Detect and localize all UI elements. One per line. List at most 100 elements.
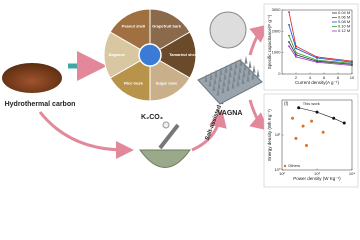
arrow [248, 99, 269, 131]
panel-label: (f) [284, 101, 289, 106]
spike [229, 62, 233, 71]
y-tick-label: 2000 [272, 28, 282, 33]
y-axis-label: Energy density (Wh Kg⁻¹) [267, 109, 272, 161]
spike [217, 80, 221, 89]
vagna-label: VAGNA [218, 110, 243, 117]
point [342, 121, 346, 125]
legend-label: 0.04 M [338, 10, 350, 15]
point [316, 59, 318, 62]
y-tick-label: 1000 [272, 50, 282, 55]
vagna-spikes [204, 55, 260, 96]
point [288, 11, 290, 14]
biomass-label: Grapefruit bark [152, 23, 182, 28]
biomass-wedge [149, 54, 191, 102]
spike [251, 71, 255, 80]
y-tick-label: 0 [278, 71, 281, 76]
x-axis-label: Current density(A g⁻¹) [295, 80, 339, 85]
legend-swatch [283, 164, 287, 168]
spike [204, 74, 208, 82]
point [295, 47, 297, 50]
point [297, 106, 301, 110]
spike [246, 73, 250, 82]
spike [241, 76, 245, 84]
series-line [288, 35, 353, 64]
salt [162, 121, 170, 129]
spike [209, 71, 213, 80]
spike [242, 69, 246, 78]
spike [227, 76, 231, 85]
spike [213, 76, 217, 85]
x-tick-label: 6 [323, 75, 326, 80]
spike [239, 57, 243, 66]
point [295, 51, 297, 54]
spike [236, 78, 240, 87]
y-tick-label: 3000 [272, 7, 282, 12]
arrow [38, 111, 134, 159]
spike [223, 71, 227, 80]
spike [231, 80, 235, 89]
point [351, 62, 353, 65]
x-tick-label: 10³ [314, 171, 320, 176]
point [310, 119, 314, 123]
biomass-label: Peanut shell [122, 23, 146, 28]
point [295, 53, 297, 56]
spike [237, 71, 241, 80]
series-line [288, 41, 353, 65]
biomass-label: Bagasse [109, 52, 126, 57]
point [288, 24, 290, 26]
point [316, 57, 318, 59]
spike [221, 85, 225, 94]
k2co3-label: K₂CO₃ [141, 114, 163, 121]
point [288, 41, 290, 43]
point [332, 116, 336, 120]
legend-label: 0.10 M [338, 24, 350, 29]
spike [228, 69, 232, 78]
spike [256, 69, 260, 78]
biomass-wedge [109, 54, 151, 102]
legend-label: 0.06 M [338, 15, 350, 20]
series-line [288, 46, 353, 66]
spike [252, 64, 256, 73]
zoom-circle [209, 11, 247, 49]
spike [238, 64, 242, 73]
spike [233, 67, 237, 75]
plot-area [281, 9, 353, 75]
x-tick-label: 8 [337, 75, 340, 80]
arrow [248, 24, 269, 56]
biomass-label: Rice husk [124, 81, 144, 86]
spike [218, 73, 222, 82]
spike [234, 60, 238, 69]
point [288, 34, 290, 37]
spike [212, 83, 216, 91]
x-tick-label: 4 [309, 75, 312, 80]
spike [214, 69, 218, 78]
point [288, 45, 290, 48]
point [351, 64, 353, 67]
spike [224, 64, 228, 73]
y-tick-label: 10¹ [275, 132, 281, 137]
spike [219, 67, 223, 76]
legend-label: 0.08 M [338, 19, 350, 24]
mortar [139, 149, 191, 168]
spike [222, 78, 226, 87]
biomass-wedge [109, 8, 151, 56]
series-label: This work [303, 101, 320, 106]
point [321, 130, 325, 134]
legend-label: Others [288, 163, 300, 168]
x-axis-label: Power density (W Kg⁻¹) [293, 176, 341, 181]
y-tick-label: 10⁰ [274, 167, 280, 172]
pestle [158, 123, 180, 150]
point [301, 124, 305, 128]
spike [243, 62, 247, 71]
biomass-circle: Grapefruit bark Tamarind shell Sugar cane R… [103, 8, 197, 102]
biomass-wedge [103, 31, 151, 79]
series-line [298, 107, 345, 124]
spike [216, 87, 220, 96]
x-tick-label: 10 [350, 75, 355, 80]
series-line [288, 12, 353, 62]
point [291, 116, 295, 120]
y-axis-label: Specific capacitance(F g⁻¹) [267, 14, 272, 69]
biomass-label: Tamarind shell [169, 52, 197, 57]
spike [232, 73, 236, 82]
spike [226, 82, 230, 91]
